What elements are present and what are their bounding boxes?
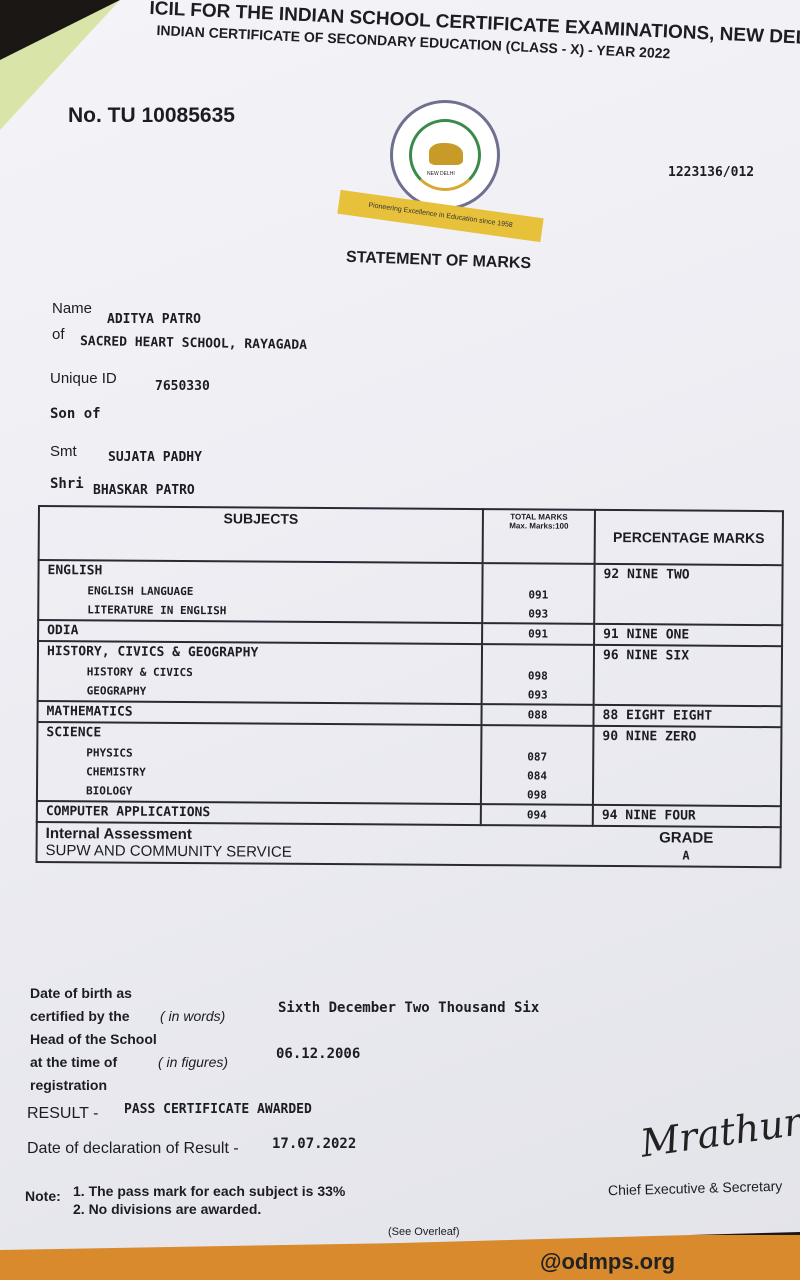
mother-label: Smt xyxy=(50,443,77,460)
declaration-date: 17.07.2022 xyxy=(272,1136,357,1152)
max-marks-label: Max. Marks:100 xyxy=(509,521,569,531)
result-value: PASS CERTIFICATE AWARDED xyxy=(124,1102,312,1117)
signature: Mrathur. xyxy=(637,1098,800,1166)
percentage-cell: 94 NINE FOUR xyxy=(592,804,781,828)
mother-name: SUJATA PADHY xyxy=(108,450,202,465)
declaration-date-label: Date of declaration of Result - xyxy=(27,1140,239,1157)
elephant-icon xyxy=(429,143,463,165)
dob-line: certified by the xyxy=(30,1008,130,1024)
note-1: 1. The pass mark for each subject is 33% xyxy=(73,1183,346,1199)
student-name: ADITYA PATRO xyxy=(107,312,201,327)
see-overleaf: (See Overleaf) xyxy=(388,1226,460,1238)
marks-cell: 094 xyxy=(480,804,593,826)
dob-label: Date of birth as certified by the Head o… xyxy=(30,982,157,1097)
sub-subject-marks: 087 xyxy=(527,750,548,764)
table-row: ENGLISH ENGLISH LANGUAGE LITERATURE IN ENG… xyxy=(38,560,783,626)
table-row: SCIENCE PHYSICS CHEMISTRY BIOLOGY 087 084 098 9… xyxy=(36,722,782,807)
in-words-label: ( in words) xyxy=(160,1008,226,1024)
subject-marks: 094 xyxy=(526,808,547,822)
subject-cell: HISTORY, CIVICS & GEOGRAPHY HISTORY & CIV… xyxy=(37,641,483,705)
percentage-value: 94 NINE FOUR xyxy=(601,807,696,824)
dob-line: at the time of xyxy=(30,1054,118,1070)
logo-text: NEW DELHI xyxy=(427,171,455,177)
percentage-cell: 92 NINE TWO xyxy=(594,563,783,626)
percentage-value: 96 NINE SIX xyxy=(602,647,690,664)
sub-subject-marks: 091 xyxy=(528,588,549,602)
subject-cell: SCIENCE PHYSICS CHEMISTRY BIOLOGY xyxy=(36,722,482,805)
subject-name: ENGLISH xyxy=(47,563,103,579)
total-marks-header: TOTAL MARKS Max. Marks:100 xyxy=(482,509,595,564)
sub-subject-name: LITERATURE IN ENGLISH xyxy=(87,603,227,618)
subject-marks: 091 xyxy=(528,627,549,641)
sub-subject-name: BIOLOGY xyxy=(85,784,133,798)
table-header: SUBJECTS TOTAL MARKS Max. Marks:100 PERCE… xyxy=(38,506,783,566)
internal-assessment-label: Internal Assessment xyxy=(45,825,192,844)
marks-table: SUBJECTS TOTAL MARKS Max. Marks:100 PERCE… xyxy=(36,505,784,868)
marksheet: ICIL FOR THE INDIAN SCHOOL CERTIFICATE E… xyxy=(0,0,800,1250)
son-of-label: Son of xyxy=(50,406,101,422)
percentage-header: PERCENTAGE MARKS xyxy=(594,509,783,566)
table-row: HISTORY, CIVICS & GEOGRAPHY HISTORY & CIV… xyxy=(37,641,783,707)
subject-name: HISTORY, CIVICS & GEOGRAPHY xyxy=(46,644,259,661)
reference-number: 1223136/012 xyxy=(668,165,755,180)
dob-figures: 06.12.2006 xyxy=(276,1046,361,1062)
dob-line: Date of birth as xyxy=(30,985,132,1001)
sub-subject-marks: 098 xyxy=(527,788,547,802)
subject-name: ODIA xyxy=(47,623,79,639)
sub-subject-marks: 084 xyxy=(527,769,548,783)
percentage-value: 90 NINE ZERO xyxy=(602,728,697,745)
marks-cell: 091 093 xyxy=(482,563,595,624)
marks-cell: 091 xyxy=(482,623,595,645)
document-title: STATEMENT OF MARKS xyxy=(345,248,532,273)
sub-subject-name: PHYSICS xyxy=(86,746,133,760)
council-seal-logo: NEW DELHI xyxy=(390,100,500,210)
percentage-cell: 91 NINE ONE xyxy=(594,623,783,647)
sub-subject-name: ENGLISH LANGUAGE xyxy=(87,584,194,599)
dob-line: registration xyxy=(30,1077,108,1093)
supw-label: SUPW AND COMMUNITY SERVICE xyxy=(45,842,292,861)
subject-cell: ENGLISH ENGLISH LANGUAGE LITERATURE IN ENG… xyxy=(38,560,483,624)
dob-words: Sixth December Two Thousand Six xyxy=(278,1000,540,1016)
marks-cell: 088 xyxy=(481,704,594,726)
school-label: of xyxy=(52,326,65,343)
percentage-value: 92 NINE TWO xyxy=(603,566,690,583)
percentage-value: 91 NINE ONE xyxy=(603,626,690,643)
percentage-cell: 90 NINE ZERO xyxy=(592,725,782,807)
dob-line: Head of the School xyxy=(30,1031,157,1047)
grade-label: GRADE xyxy=(659,829,714,847)
sub-subject-name: CHEMISTRY xyxy=(86,765,146,779)
grade-value: A xyxy=(682,848,690,863)
sub-subject-marks: 093 xyxy=(528,607,549,621)
unique-id: 7650330 xyxy=(155,379,210,394)
result-label: RESULT - xyxy=(27,1105,99,1122)
background-text: @odmps.org xyxy=(540,1249,676,1274)
internal-assessment-row: Internal Assessment SUPW AND COMMUNITY SE… xyxy=(36,821,781,868)
subjects-header: SUBJECTS xyxy=(38,506,483,564)
subject-name: SCIENCE xyxy=(46,725,102,741)
percentage-cell: 96 NINE SIX xyxy=(593,644,783,707)
in-figures-label: ( in figures) xyxy=(158,1054,229,1070)
note-2: 2. No divisions are awarded. xyxy=(73,1201,262,1217)
note-label: Note: xyxy=(25,1188,61,1204)
uid-label: Unique ID xyxy=(50,370,117,387)
subject-marks: 088 xyxy=(527,708,548,722)
marks-cell: 098 093 xyxy=(481,644,595,705)
sub-subject-name: GEOGRAPHY xyxy=(86,684,147,698)
percentage-value: 88 EIGHT EIGHT xyxy=(602,707,713,724)
subject-name: COMPUTER APPLICATIONS xyxy=(45,804,211,821)
sub-subject-marks: 093 xyxy=(527,688,548,702)
sub-subject-marks: 098 xyxy=(527,669,548,683)
father-name: BHASKAR PATRO xyxy=(93,483,195,498)
subject-name: MATHEMATICS xyxy=(46,704,133,720)
percentage-cell: 88 EIGHT EIGHT xyxy=(593,704,782,728)
school-name: SACRED HEART SCHOOL, RAYAGADA xyxy=(79,334,308,353)
father-label: Shri xyxy=(50,476,84,492)
certificate-number: No. TU 10085635 xyxy=(68,104,235,127)
signatory-title: Chief Executive & Secretary xyxy=(607,1177,783,1199)
sub-subject-name: HISTORY & CIVICS xyxy=(86,665,193,680)
marks-cell: 087 084 098 xyxy=(480,725,594,805)
name-label: Name xyxy=(52,300,93,317)
